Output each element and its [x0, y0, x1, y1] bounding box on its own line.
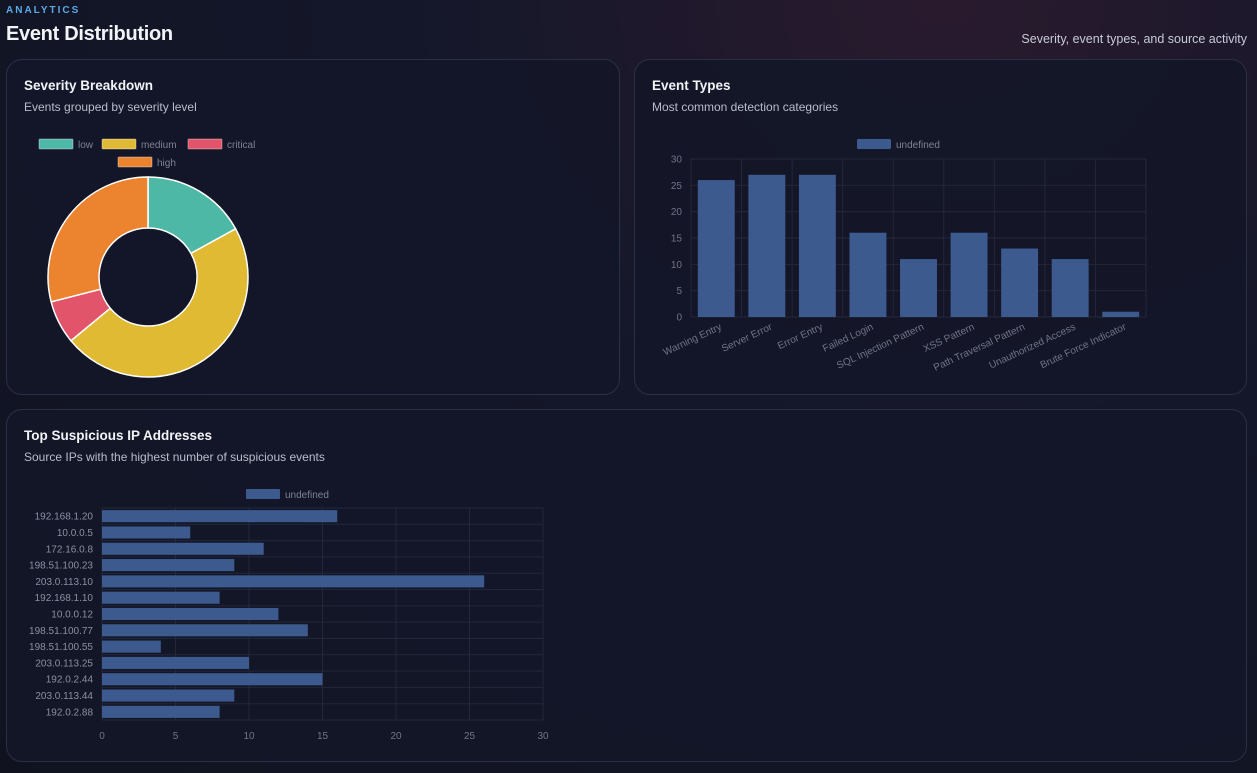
bar-10[interactable] [102, 673, 323, 686]
bar-0[interactable] [102, 510, 338, 523]
legend-label: undefined [285, 490, 329, 501]
y-tick-label: 10 [671, 260, 683, 271]
y-tick-label: 0 [676, 313, 682, 324]
bar-9[interactable] [102, 656, 249, 669]
y-tick-label: 20 [671, 207, 683, 218]
legend-swatch-medium [101, 138, 137, 150]
event-types-card-title: Event Types [652, 78, 731, 93]
bar-5[interactable] [950, 232, 988, 317]
y-tick-label: 198.51.100.77 [29, 626, 93, 637]
x-tick-label: 25 [464, 731, 476, 742]
x-tick-label: 5 [173, 731, 179, 742]
y-tick-label: 172.16.0.8 [46, 544, 94, 555]
severity-chart: low medium critical high [38, 138, 255, 378]
severity-card-subtitle: Events grouped by severity level [24, 100, 197, 114]
y-tick-label: 10.0.0.5 [57, 528, 94, 539]
bar-2[interactable] [798, 174, 836, 317]
y-tick-label: 5 [676, 286, 682, 297]
bar-6[interactable] [1001, 248, 1039, 317]
y-tick-label: 203.0.113.25 [35, 658, 93, 669]
bar-8[interactable] [1102, 311, 1140, 317]
x-tick-label: Server Error [720, 321, 775, 354]
bar-4[interactable] [102, 575, 485, 588]
legend-label-low: low [78, 140, 94, 151]
legend-label-critical: critical [227, 140, 255, 151]
x-tick-label: 30 [537, 731, 549, 742]
legend-swatch [857, 139, 891, 149]
y-tick-label: 198.51.100.55 [29, 642, 93, 653]
legend-label: undefined [896, 140, 940, 151]
x-tick-label: Brute Force Indicator [1039, 321, 1129, 371]
x-tick-label: Path Traversal Pattern [932, 322, 1027, 374]
x-tick-label: Error Entry [776, 322, 824, 352]
bar-3[interactable] [102, 559, 235, 572]
bar-1[interactable] [102, 526, 191, 539]
x-tick-label: Warning Entry [662, 322, 724, 359]
event-types-card-subtitle: Most common detection categories [652, 100, 839, 114]
slice-high[interactable] [47, 176, 149, 303]
bar-4[interactable] [900, 259, 937, 317]
legend-swatch [246, 489, 280, 499]
y-tick-label: 198.51.100.23 [29, 561, 93, 572]
bar-6[interactable] [102, 607, 279, 621]
bar-1[interactable] [748, 174, 786, 317]
legend-swatch-critical [187, 138, 223, 150]
x-tick-label: 0 [99, 731, 105, 742]
x-tick-label: Unauthorized Access [988, 322, 1078, 372]
legend-label-high: high [157, 158, 176, 169]
ips-card-title: Top Suspicious IP Addresses [24, 428, 213, 443]
ips-card-subtitle: Source IPs with the highest number of su… [24, 450, 325, 464]
legend-label-medium: medium [141, 140, 177, 151]
ips-chart: undefined 0 5 10 15 20 25 30 192.168.1.20 10.0.0.… [29, 489, 549, 742]
x-tick-label: SQL Injection Pattern [835, 322, 925, 372]
bar-2[interactable] [102, 542, 264, 555]
x-tick-label: 10 [243, 731, 255, 742]
y-tick-label: 10.0.0.12 [51, 610, 93, 621]
severity-card-title: Severity Breakdown [24, 78, 154, 93]
legend-swatch-high [117, 156, 153, 168]
y-tick-label: 192.168.1.20 [35, 512, 94, 523]
y-tick-label: 30 [671, 155, 683, 166]
page-subtitle: Severity, event types, and source activi… [1021, 32, 1247, 46]
ips-card: Top Suspicious IP Addresses Source IPs w… [6, 409, 1247, 762]
severity-card: Severity Breakdown Events grouped by sev… [6, 59, 620, 395]
x-tick-label: 15 [317, 731, 329, 742]
y-tick-label: 192.168.1.10 [35, 593, 94, 604]
bar-5[interactable] [102, 591, 220, 604]
y-tick-label: 192.0.2.88 [46, 707, 94, 718]
bar-3[interactable] [849, 232, 887, 317]
y-tick-label: 203.0.113.44 [35, 691, 93, 702]
y-tick-label: 192.0.2.44 [46, 675, 94, 686]
event-types-chart: undefined 0 5 10 15 20 25 30 Warning EntryServer… [662, 139, 1147, 374]
event-types-card: Event Types Most common detection catego… [634, 59, 1247, 395]
eyebrow-label: ANALYTICS [6, 5, 81, 16]
bar-11[interactable] [102, 689, 235, 702]
bar-12[interactable] [102, 705, 220, 718]
bar-0[interactable] [697, 180, 735, 317]
y-tick-label: 15 [671, 234, 683, 245]
bar-7[interactable] [1051, 259, 1089, 317]
page-title: Event Distribution [6, 23, 173, 45]
y-tick-label: 203.0.113.10 [35, 577, 93, 588]
legend-swatch-low [38, 138, 74, 150]
x-tick-label: 20 [390, 731, 402, 742]
bar-8[interactable] [102, 640, 161, 653]
y-tick-label: 25 [671, 181, 683, 192]
slice-medium[interactable] [69, 227, 249, 378]
bar-7[interactable] [102, 624, 308, 637]
